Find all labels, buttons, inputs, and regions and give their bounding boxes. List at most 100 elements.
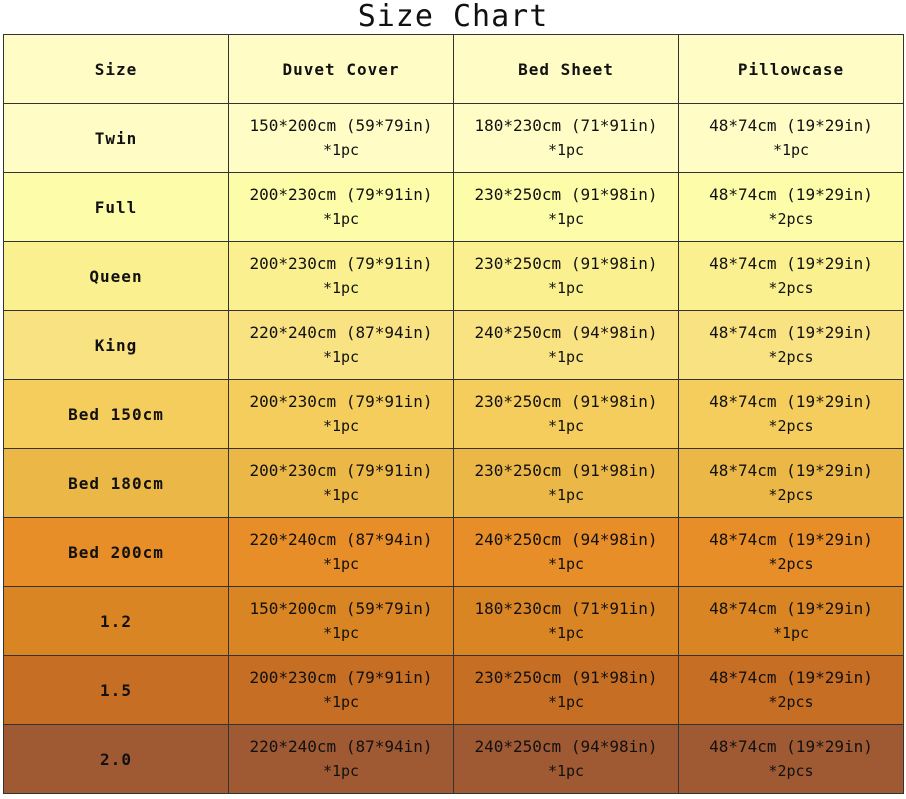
pillowcase-cell: 48*74cm (19*29in) *2pcs (678, 448, 904, 518)
dimension-text: 200*230cm (79*91in) (249, 461, 433, 480)
pillowcase-cell: 48*74cm (19*29in) *1pc (678, 586, 904, 656)
dimension-text: 48*74cm (19*29in) (709, 668, 873, 687)
table-row: Bed 150cm 200*230cm (79*91in) *1pc 230*250c… (3, 379, 904, 449)
bed-sheet-cell: 230*250cm (91*98in) *1pc (453, 655, 679, 725)
duvet-cover-cell: 200*230cm (79*91in) *1pc (228, 448, 454, 518)
dimension-text: 48*74cm (19*29in) (709, 116, 873, 135)
header-size: Size (3, 34, 229, 104)
duvet-cover-cell: 200*230cm (79*91in) *1pc (228, 379, 454, 449)
quantity-text: *1pc (547, 141, 585, 159)
quantity-text: *1pc (322, 348, 360, 366)
quantity-text: *1pc (547, 348, 585, 366)
pillowcase-cell: 48*74cm (19*29in) *2pcs (678, 172, 904, 242)
quantity-text: *1pc (322, 555, 360, 573)
quantity-text: *2pcs (768, 693, 814, 711)
quantity-text: *2pcs (768, 555, 814, 573)
table-row: King 220*240cm (87*94in) *1pc 240*250cm (94… (3, 310, 904, 380)
table-row: Bed 200cm 220*240cm (87*94in) *1pc 240*250c… (3, 517, 904, 587)
bed-sheet-cell: 180*230cm (71*91in) *1pc (453, 103, 679, 173)
dimension-text: 48*74cm (19*29in) (709, 392, 873, 411)
dimension-text: 48*74cm (19*29in) (709, 185, 873, 204)
quantity-text: *2pcs (768, 210, 814, 228)
pillowcase-cell: 48*74cm (19*29in) *1pc (678, 103, 904, 173)
dimension-text: 230*250cm (91*98in) (474, 668, 658, 687)
size-label: 1.2 (3, 586, 229, 656)
quantity-text: *1pc (322, 210, 360, 228)
quantity-text: *1pc (547, 417, 585, 435)
quantity-text: *1pc (322, 486, 360, 504)
quantity-text: *1pc (547, 693, 585, 711)
dimension-text: 48*74cm (19*29in) (709, 323, 873, 342)
quantity-text: *1pc (547, 210, 585, 228)
dimension-text: 48*74cm (19*29in) (709, 737, 873, 756)
quantity-text: *1pc (322, 693, 360, 711)
duvet-cover-cell: 200*230cm (79*91in) *1pc (228, 241, 454, 311)
dimension-text: 220*240cm (87*94in) (249, 737, 433, 756)
bed-sheet-cell: 230*250cm (91*98in) *1pc (453, 241, 679, 311)
dimension-text: 230*250cm (91*98in) (474, 185, 658, 204)
duvet-cover-cell: 220*240cm (87*94in) *1pc (228, 310, 454, 380)
quantity-text: *2pcs (768, 762, 814, 780)
size-label: Bed 180cm (3, 448, 229, 518)
bed-sheet-cell: 230*250cm (91*98in) *1pc (453, 172, 679, 242)
table-row: 1.5 200*230cm (79*91in) *1pc 230*250cm (91*… (3, 655, 904, 725)
duvet-cover-cell: 150*200cm (59*79in) *1pc (228, 103, 454, 173)
dimension-text: 48*74cm (19*29in) (709, 254, 873, 273)
bed-sheet-cell: 240*250cm (94*98in) *1pc (453, 517, 679, 587)
dimension-text: 200*230cm (79*91in) (249, 254, 433, 273)
quantity-text: *1pc (322, 624, 360, 642)
dimension-text: 180*230cm (71*91in) (474, 599, 658, 618)
bed-sheet-cell: 240*250cm (94*98in) *1pc (453, 310, 679, 380)
table-row: 2.0 220*240cm (87*94in) *1pc 240*250cm (94*… (3, 724, 904, 794)
dimension-text: 220*240cm (87*94in) (249, 530, 433, 549)
pillowcase-cell: 48*74cm (19*29in) *2pcs (678, 655, 904, 725)
bed-sheet-cell: 230*250cm (91*98in) *1pc (453, 448, 679, 518)
size-label: Bed 200cm (3, 517, 229, 587)
page-title: Size Chart (357, 0, 549, 34)
quantity-text: *1pc (547, 555, 585, 573)
table-row: Queen 200*230cm (79*91in) *1pc 230*250cm (9… (3, 241, 904, 311)
size-label: King (3, 310, 229, 380)
quantity-text: *2pcs (768, 486, 814, 504)
quantity-text: *1pc (547, 279, 585, 297)
dimension-text: 240*250cm (94*98in) (474, 323, 658, 342)
dimension-text: 150*200cm (59*79in) (249, 116, 433, 135)
table-row: Bed 180cm 200*230cm (79*91in) *1pc 230*250c… (3, 448, 904, 518)
size-label: 1.5 (3, 655, 229, 725)
pillowcase-cell: 48*74cm (19*29in) *2pcs (678, 517, 904, 587)
dimension-text: 180*230cm (71*91in) (474, 116, 658, 135)
duvet-cover-cell: 150*200cm (59*79in) *1pc (228, 586, 454, 656)
dimension-text: 48*74cm (19*29in) (709, 599, 873, 618)
pillowcase-cell: 48*74cm (19*29in) *2pcs (678, 310, 904, 380)
quantity-text: *1pc (322, 141, 360, 159)
quantity-text: *1pc (772, 624, 810, 642)
pillowcase-cell: 48*74cm (19*29in) *2pcs (678, 724, 904, 794)
duvet-cover-cell: 220*240cm (87*94in) *1pc (228, 517, 454, 587)
quantity-text: *2pcs (768, 348, 814, 366)
dimension-text: 48*74cm (19*29in) (709, 530, 873, 549)
quantity-text: *1pc (772, 141, 810, 159)
bed-sheet-cell: 180*230cm (71*91in) *1pc (453, 586, 679, 656)
dimension-text: 220*240cm (87*94in) (249, 323, 433, 342)
table-row: Full 200*230cm (79*91in) *1pc 230*250cm (91… (3, 172, 904, 242)
size-label: Queen (3, 241, 229, 311)
dimension-text: 240*250cm (94*98in) (474, 530, 658, 549)
dimension-text: 150*200cm (59*79in) (249, 599, 433, 618)
dimension-text: 240*250cm (94*98in) (474, 737, 658, 756)
bed-sheet-cell: 230*250cm (91*98in) *1pc (453, 379, 679, 449)
quantity-text: *1pc (547, 486, 585, 504)
header-pillowcase: Pillowcase (678, 34, 904, 104)
dimension-text: 230*250cm (91*98in) (474, 254, 658, 273)
table-row: Twin 150*200cm (59*79in) *1pc 180*230cm (71… (3, 103, 904, 173)
table-body: Twin 150*200cm (59*79in) *1pc 180*230cm (71… (3, 103, 904, 794)
table-row: 1.2 150*200cm (59*79in) *1pc 180*230cm (71*… (3, 586, 904, 656)
quantity-text: *2pcs (768, 279, 814, 297)
dimension-text: 230*250cm (91*98in) (474, 392, 658, 411)
header-bed-sheet: Bed Sheet (453, 34, 679, 104)
dimension-text: 200*230cm (79*91in) (249, 668, 433, 687)
dimension-text: 200*230cm (79*91in) (249, 392, 433, 411)
dimension-text: 230*250cm (91*98in) (474, 461, 658, 480)
size-label: Twin (3, 103, 229, 173)
header-row: Size Duvet Cover Bed Sheet Pillowcase (3, 34, 904, 104)
